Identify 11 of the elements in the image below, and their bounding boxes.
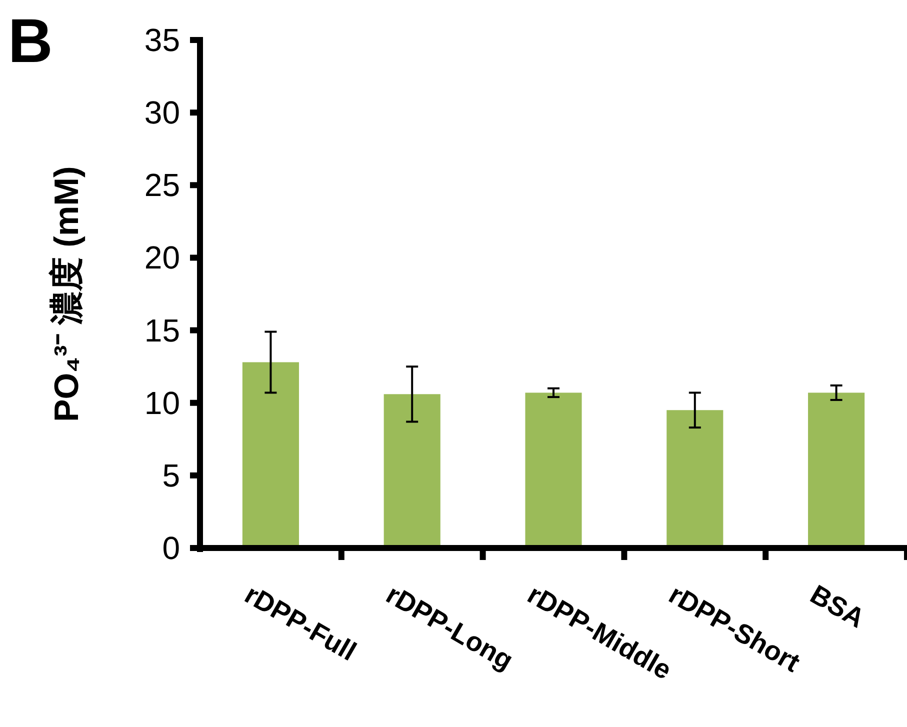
y-tick-label: 30 [144, 94, 180, 131]
x-tick-label: BSA [805, 579, 870, 634]
y-tick-label: 5 [162, 457, 180, 494]
y-tick-label: 20 [144, 240, 180, 276]
y-tick-label: 25 [144, 167, 180, 204]
y-tick-label: 0 [162, 530, 180, 566]
y-tick-label: 10 [144, 384, 180, 421]
y-axis-title: PO₄³⁻ 濃度 (mM) [48, 166, 86, 422]
text: B [8, 7, 53, 76]
y-tick-label: 15 [144, 312, 180, 348]
y-tick-label: 35 [144, 22, 180, 58]
